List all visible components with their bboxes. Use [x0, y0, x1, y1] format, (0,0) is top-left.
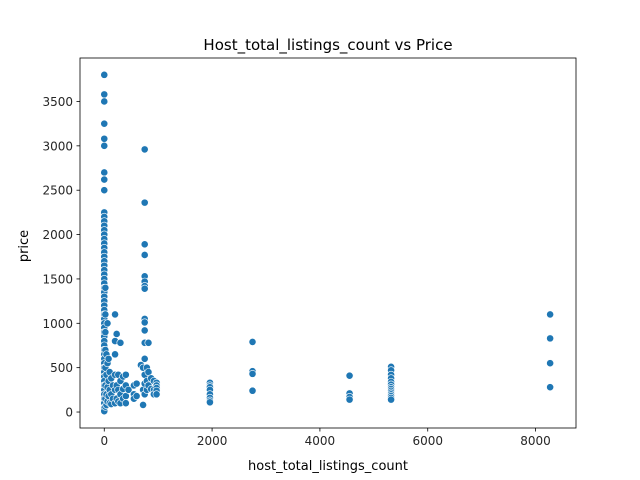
- data-point: [546, 334, 555, 343]
- x-axis-label: host_total_listings_count: [248, 459, 408, 474]
- data-point: [206, 398, 214, 407]
- data-point: [100, 175, 109, 184]
- data-point: [140, 318, 149, 327]
- y-tick-label: 500: [50, 361, 73, 375]
- data-point: [100, 186, 109, 195]
- y-axis-ticks: 0 500 1000 1500 2000 2500 3000 3500: [42, 95, 80, 420]
- data-point: [152, 390, 161, 399]
- x-tick-label: 2000: [197, 434, 228, 448]
- data-point: [140, 240, 149, 249]
- x-tick-label: 6000: [412, 434, 443, 448]
- data-point: [100, 70, 109, 79]
- data-point: [116, 338, 125, 347]
- data-point: [101, 283, 110, 292]
- data-point: [140, 284, 149, 293]
- x-tick-label: 4000: [305, 434, 336, 448]
- points-layer: [100, 70, 555, 416]
- y-tick-label: 1500: [42, 272, 73, 286]
- data-point: [248, 386, 257, 395]
- y-tick-label: 0: [65, 406, 73, 420]
- data-point: [140, 198, 149, 207]
- y-tick-label: 3500: [42, 95, 73, 109]
- chart-title: Host_total_listings_count vs Price: [203, 36, 452, 55]
- plot-frame: [79, 57, 577, 429]
- data-point: [248, 338, 257, 346]
- y-axis-label: price: [17, 230, 32, 262]
- x-tick-label: 8000: [520, 434, 551, 448]
- data-point: [546, 310, 555, 319]
- data-point: [144, 338, 153, 347]
- y-tick-label: 2500: [42, 184, 73, 198]
- x-axis-ticks: 0 2000 4000 6000 8000: [100, 428, 551, 448]
- data-point: [124, 385, 133, 394]
- y-tick-label: 2000: [42, 228, 73, 242]
- data-point: [546, 383, 555, 392]
- data-point: [121, 399, 130, 408]
- data-point: [101, 328, 110, 337]
- data-point: [132, 379, 141, 388]
- data-point: [140, 354, 149, 363]
- data-point: [100, 97, 109, 106]
- data-point: [100, 119, 109, 128]
- data-point: [387, 395, 395, 404]
- data-point: [103, 319, 112, 328]
- x-tick-label: 0: [100, 434, 108, 448]
- data-point: [100, 168, 109, 177]
- data-point: [100, 141, 109, 150]
- y-tick-label: 3000: [42, 139, 73, 153]
- data-point: [101, 310, 110, 319]
- data-point: [132, 392, 141, 400]
- data-point: [100, 134, 109, 143]
- data-point: [111, 350, 119, 359]
- data-point: [140, 326, 149, 335]
- data-point: [139, 401, 147, 409]
- data-point: [345, 395, 354, 404]
- data-point: [546, 359, 555, 368]
- data-point: [104, 354, 113, 363]
- data-point: [140, 145, 149, 154]
- data-point: [248, 369, 257, 378]
- y-tick-label: 1000: [42, 317, 73, 331]
- data-point: [100, 90, 109, 99]
- data-point: [111, 310, 119, 319]
- data-point: [121, 370, 130, 379]
- data-point: [140, 251, 149, 259]
- data-point: [345, 371, 354, 380]
- data-point: [112, 330, 121, 338]
